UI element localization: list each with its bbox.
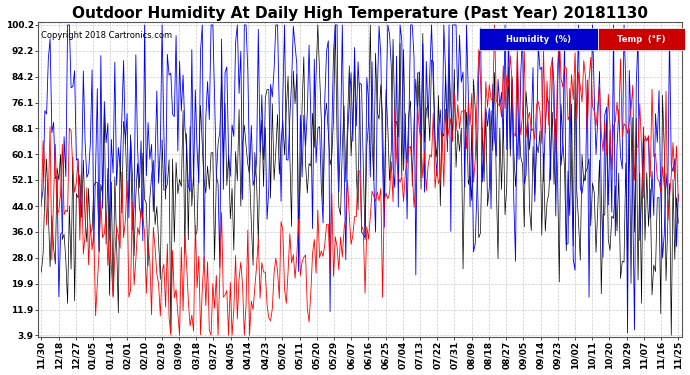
Text: Copyright 2018 Cartronics.com: Copyright 2018 Cartronics.com xyxy=(41,31,172,40)
Title: Outdoor Humidity At Daily High Temperature (Past Year) 20181130: Outdoor Humidity At Daily High Temperatu… xyxy=(72,6,648,21)
FancyBboxPatch shape xyxy=(479,28,598,50)
Text: Temp  (°F): Temp (°F) xyxy=(618,34,666,44)
Text: Humidity  (%): Humidity (%) xyxy=(506,34,571,44)
FancyBboxPatch shape xyxy=(598,28,685,50)
